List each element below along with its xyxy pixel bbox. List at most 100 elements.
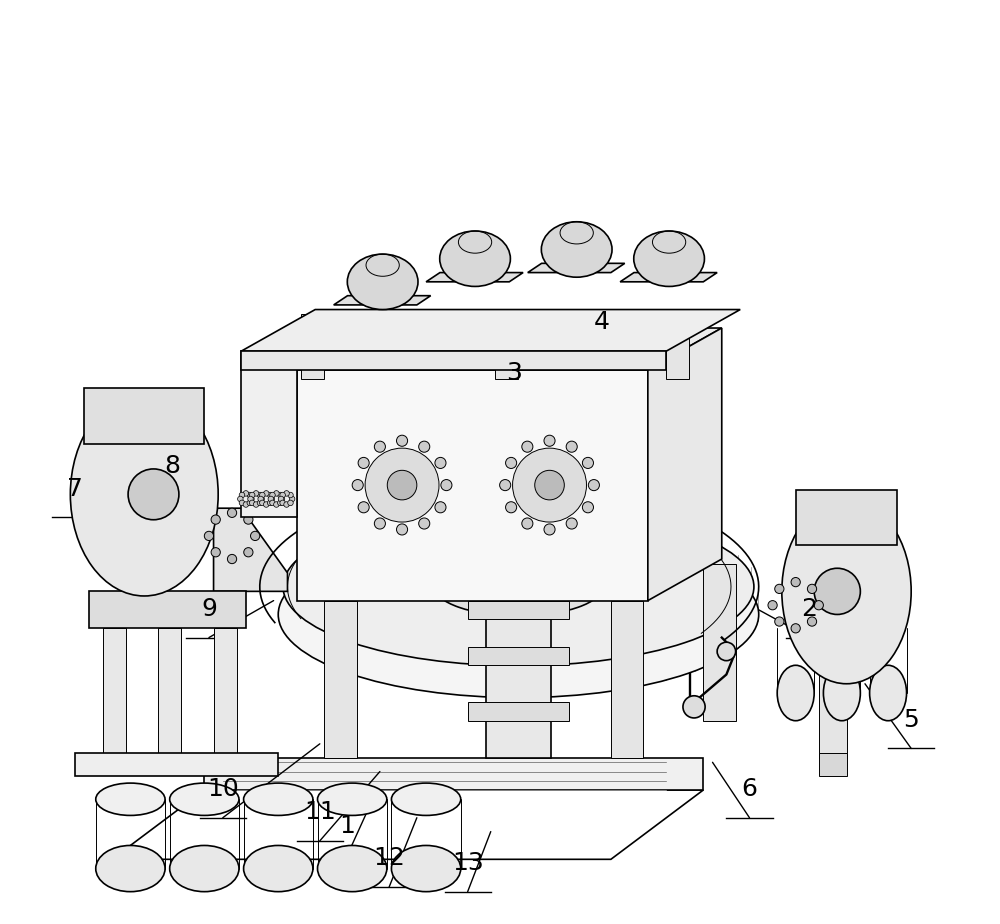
Ellipse shape bbox=[391, 783, 461, 816]
Text: 12: 12 bbox=[373, 846, 405, 870]
Ellipse shape bbox=[634, 231, 704, 286]
Circle shape bbox=[807, 617, 817, 626]
Polygon shape bbox=[648, 328, 722, 601]
Ellipse shape bbox=[434, 558, 603, 615]
Ellipse shape bbox=[170, 845, 239, 892]
Circle shape bbox=[289, 496, 295, 502]
Circle shape bbox=[566, 518, 577, 529]
Polygon shape bbox=[796, 490, 897, 545]
Ellipse shape bbox=[318, 845, 387, 892]
Bar bbox=[214, 628, 237, 758]
Circle shape bbox=[358, 457, 369, 468]
Circle shape bbox=[204, 531, 214, 541]
Circle shape bbox=[257, 492, 263, 498]
Circle shape bbox=[248, 496, 253, 502]
Ellipse shape bbox=[347, 254, 418, 310]
Circle shape bbox=[249, 500, 255, 505]
Circle shape bbox=[247, 500, 253, 505]
Circle shape bbox=[374, 441, 385, 452]
Circle shape bbox=[253, 491, 259, 496]
Circle shape bbox=[260, 492, 265, 498]
Ellipse shape bbox=[391, 845, 461, 892]
Text: 2: 2 bbox=[802, 597, 818, 621]
Circle shape bbox=[278, 492, 283, 498]
Circle shape bbox=[258, 496, 263, 502]
Text: 8: 8 bbox=[164, 454, 180, 478]
Bar bbox=[89, 591, 246, 628]
Circle shape bbox=[807, 584, 817, 593]
Text: 7: 7 bbox=[67, 477, 83, 501]
Ellipse shape bbox=[244, 845, 313, 892]
Ellipse shape bbox=[244, 783, 313, 816]
Polygon shape bbox=[468, 647, 569, 665]
Circle shape bbox=[274, 502, 279, 507]
Circle shape bbox=[257, 500, 263, 505]
Ellipse shape bbox=[777, 665, 814, 721]
Circle shape bbox=[506, 502, 517, 513]
Text: 5: 5 bbox=[903, 708, 919, 732]
Bar bbox=[703, 564, 736, 721]
Circle shape bbox=[588, 480, 599, 491]
Circle shape bbox=[278, 500, 283, 505]
Circle shape bbox=[435, 457, 446, 468]
Circle shape bbox=[284, 502, 289, 507]
Circle shape bbox=[227, 508, 237, 517]
Bar bbox=[297, 370, 648, 601]
Circle shape bbox=[419, 441, 430, 452]
Polygon shape bbox=[241, 351, 297, 517]
Circle shape bbox=[247, 492, 253, 498]
Circle shape bbox=[244, 515, 253, 524]
Circle shape bbox=[397, 524, 408, 535]
Circle shape bbox=[253, 502, 259, 507]
Polygon shape bbox=[472, 578, 565, 591]
Circle shape bbox=[270, 500, 275, 505]
Circle shape bbox=[791, 578, 800, 587]
Circle shape bbox=[263, 502, 269, 507]
Circle shape bbox=[278, 496, 284, 502]
Circle shape bbox=[513, 448, 586, 522]
Circle shape bbox=[522, 441, 533, 452]
Bar bbox=[158, 628, 181, 758]
Polygon shape bbox=[528, 263, 625, 273]
Circle shape bbox=[284, 491, 289, 496]
Polygon shape bbox=[468, 601, 569, 619]
Polygon shape bbox=[204, 758, 703, 790]
Bar bbox=[103, 628, 126, 758]
Circle shape bbox=[435, 502, 446, 513]
Circle shape bbox=[227, 554, 237, 564]
Ellipse shape bbox=[541, 222, 612, 277]
Circle shape bbox=[251, 531, 260, 541]
Circle shape bbox=[243, 491, 249, 496]
Bar bbox=[324, 601, 357, 758]
Text: 4: 4 bbox=[594, 310, 610, 334]
Circle shape bbox=[717, 642, 736, 661]
Circle shape bbox=[268, 496, 274, 502]
Circle shape bbox=[260, 500, 265, 505]
Polygon shape bbox=[241, 310, 740, 351]
Circle shape bbox=[775, 617, 784, 626]
Circle shape bbox=[506, 457, 517, 468]
Circle shape bbox=[358, 502, 369, 513]
Circle shape bbox=[374, 518, 385, 529]
Ellipse shape bbox=[70, 393, 218, 596]
Circle shape bbox=[239, 500, 245, 505]
Ellipse shape bbox=[814, 568, 860, 614]
Circle shape bbox=[244, 548, 253, 557]
Circle shape bbox=[683, 696, 705, 718]
Circle shape bbox=[768, 601, 777, 610]
Circle shape bbox=[211, 548, 220, 557]
Circle shape bbox=[419, 518, 430, 529]
Text: 1: 1 bbox=[340, 814, 355, 838]
Circle shape bbox=[352, 480, 363, 491]
Circle shape bbox=[279, 496, 285, 502]
Bar bbox=[819, 753, 846, 776]
Circle shape bbox=[259, 496, 264, 502]
Ellipse shape bbox=[96, 783, 165, 816]
Bar bbox=[495, 314, 518, 379]
Ellipse shape bbox=[823, 665, 860, 721]
Polygon shape bbox=[426, 273, 523, 282]
Bar bbox=[819, 554, 846, 758]
Circle shape bbox=[582, 457, 593, 468]
Circle shape bbox=[288, 500, 293, 505]
Polygon shape bbox=[334, 296, 431, 305]
